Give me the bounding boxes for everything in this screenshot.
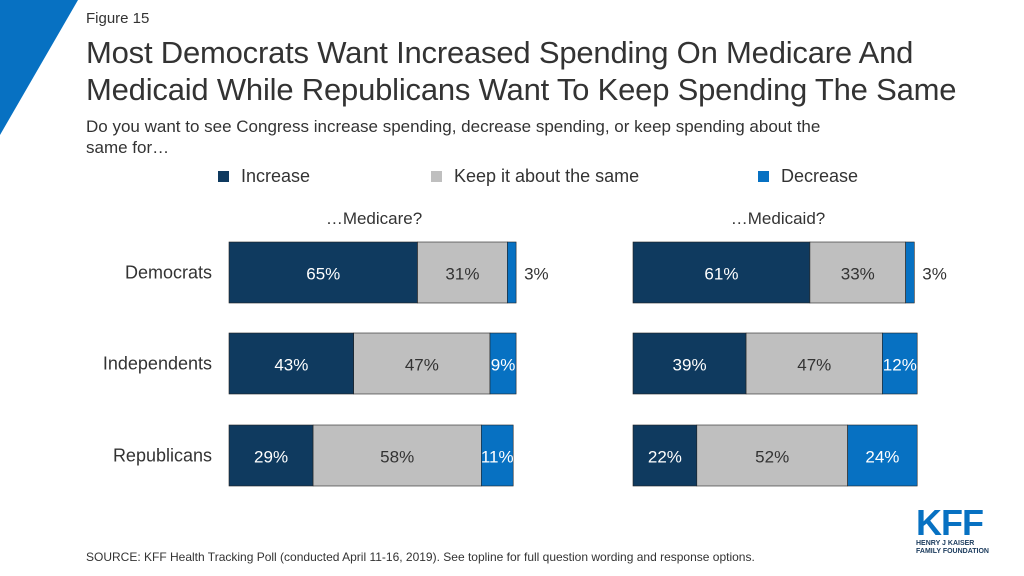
bar-medicare-republicans-increase	[228, 424, 314, 487]
data-label-medicaid-independents-increase: 39%	[673, 356, 707, 375]
data-label-medicaid-republicans-decrease: 24%	[865, 448, 899, 467]
kff-logo-subtitle-2: FAMILY FOUNDATION	[916, 548, 989, 555]
bar-medicare-republicans-keep-it-about-the-same	[312, 424, 482, 487]
category-label-democrats: Democrats	[125, 263, 212, 283]
chart-title-line-2: Medicaid While Republicans Want To Keep …	[86, 72, 957, 107]
data-label-medicaid-democrats-increase: 61%	[704, 265, 738, 284]
legend-item-increase: Increase	[218, 166, 310, 187]
source-note: SOURCE: KFF Health Tracking Poll (conduc…	[86, 550, 755, 564]
bar-medicare-independents-decrease	[489, 332, 517, 395]
kff-logo-text: KFF	[916, 502, 984, 543]
bar-medicare-democrats-keep-it-about-the-same	[417, 241, 508, 304]
stacked-bar-chart: Democrats Independents Republicans …Medicar…	[103, 209, 947, 487]
data-label-medicare-republicans-increase: 29%	[254, 448, 288, 467]
bar-medicare-republicans-decrease	[480, 424, 514, 487]
legend: Increase Keep it about the same Decrease	[0, 166, 1024, 188]
legend-item-decrease: Decrease	[758, 166, 858, 187]
panel-title-medicaid: …Medicaid?	[731, 209, 826, 228]
data-label-medicaid-republicans-increase: 22%	[648, 448, 682, 467]
category-label-independents: Independents	[103, 354, 212, 374]
data-label-medicare-independents-increase: 43%	[274, 356, 308, 375]
bar-medicaid-republicans-decrease	[847, 424, 918, 487]
bar-medicaid-independents-keep-it-about-the-same	[745, 332, 883, 395]
data-label-medicare-independents-decrease: 9%	[491, 356, 516, 375]
panel-title-medicare: …Medicare?	[326, 209, 422, 228]
legend-label-decrease: Decrease	[781, 166, 859, 186]
legend-swatch-same	[431, 171, 442, 182]
bar-medicaid-independents-decrease	[882, 332, 918, 395]
data-label-medicaid-independents-decrease: 12%	[883, 356, 917, 375]
legend-item-same: Keep it about the same	[431, 166, 639, 187]
legend-label-increase: Increase	[241, 166, 311, 186]
bar-medicaid-republicans-increase	[632, 424, 698, 487]
data-label-medicare-democrats-increase: 65%	[306, 265, 340, 284]
bar-medicare-independents-keep-it-about-the-same	[353, 332, 491, 395]
data-label-medicaid-independents-keep-it-about-the-same: 47%	[797, 356, 831, 375]
data-label-medicaid-democrats-decrease: 3%	[922, 265, 947, 284]
category-label-republicans: Republicans	[113, 446, 212, 466]
data-label-medicare-democrats-keep-it-about-the-same: 31%	[445, 265, 479, 284]
chart-title: Most Democrats Want Increased Spending O…	[86, 34, 1016, 108]
chart-subtitle-line-1: Do you want to see Congress increase spe…	[86, 117, 821, 136]
bar-medicaid-democrats-increase	[632, 241, 811, 304]
chart-subtitle: Do you want to see Congress increase spe…	[86, 116, 966, 158]
corner-accent-shape	[0, 0, 78, 135]
data-label-medicare-republicans-decrease: 11%	[481, 448, 514, 467]
figure-label: Figure 15	[86, 10, 150, 27]
bar-medicaid-democrats-decrease	[905, 241, 915, 304]
data-label-medicare-democrats-decrease: 3%	[524, 265, 549, 284]
chart-subtitle-line-2: same for…	[86, 138, 170, 157]
data-label-medicare-independents-keep-it-about-the-same: 47%	[405, 356, 439, 375]
data-label-medicare-republicans-keep-it-about-the-same: 58%	[380, 448, 414, 467]
bar-medicaid-republicans-keep-it-about-the-same	[696, 424, 848, 487]
bar-medicaid-democrats-keep-it-about-the-same	[809, 241, 906, 304]
legend-swatch-increase	[218, 171, 229, 182]
legend-swatch-decrease	[758, 171, 769, 182]
chart-title-line-1: Most Democrats Want Increased Spending O…	[86, 35, 914, 70]
data-label-medicaid-democrats-keep-it-about-the-same: 33%	[841, 265, 875, 284]
data-label-medicaid-republicans-keep-it-about-the-same: 52%	[755, 448, 789, 467]
legend-label-same: Keep it about the same	[454, 166, 640, 186]
kff-logo: KFF HENRY J KAISER FAMILY FOUNDATION	[916, 502, 996, 556]
bar-medicaid-independents-increase	[632, 332, 747, 395]
bar-medicare-democrats-decrease	[507, 241, 517, 304]
kff-logo-subtitle-1: HENRY J KAISER	[916, 540, 975, 547]
